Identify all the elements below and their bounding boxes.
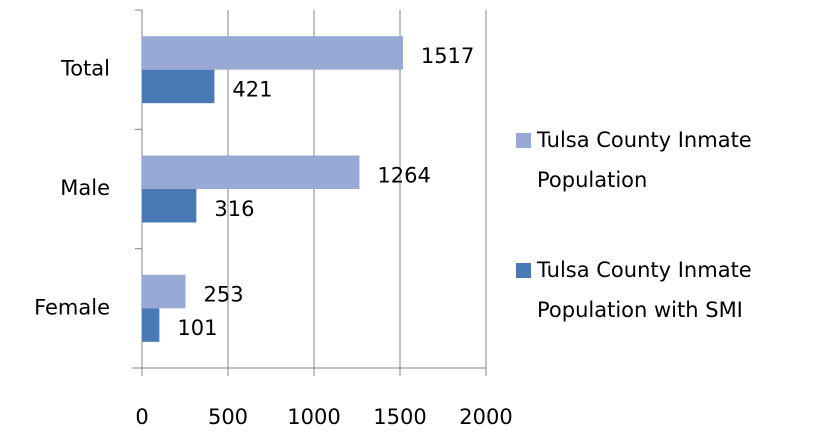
x-tick-label: 1000 xyxy=(287,405,340,429)
x-tick-label: 1500 xyxy=(373,405,426,429)
y-tick-label: Male xyxy=(60,176,110,200)
data-label: 421 xyxy=(232,77,272,101)
data-label: 253 xyxy=(204,283,244,307)
x-tick-label: 2000 xyxy=(459,405,512,429)
data-label: 1517 xyxy=(421,44,474,68)
legend-label: Tulsa County Inmate Population xyxy=(537,128,752,192)
y-tick-label: Total xyxy=(60,57,110,81)
legend-swatch xyxy=(516,133,531,148)
bar xyxy=(142,274,186,309)
bar xyxy=(142,36,403,70)
bar xyxy=(142,308,160,342)
legend-label: Tulsa County Inmate Population with SMI xyxy=(537,258,752,322)
bar xyxy=(142,189,197,223)
bar xyxy=(142,69,215,104)
x-tick-label: 0 xyxy=(135,405,148,429)
legend-swatch xyxy=(516,263,531,278)
data-label: 101 xyxy=(177,316,217,340)
x-tick-label: 500 xyxy=(208,405,248,429)
data-label: 1264 xyxy=(377,163,430,187)
data-label: 316 xyxy=(214,197,254,221)
y-tick-label: Female xyxy=(34,295,110,319)
bar xyxy=(142,155,360,189)
